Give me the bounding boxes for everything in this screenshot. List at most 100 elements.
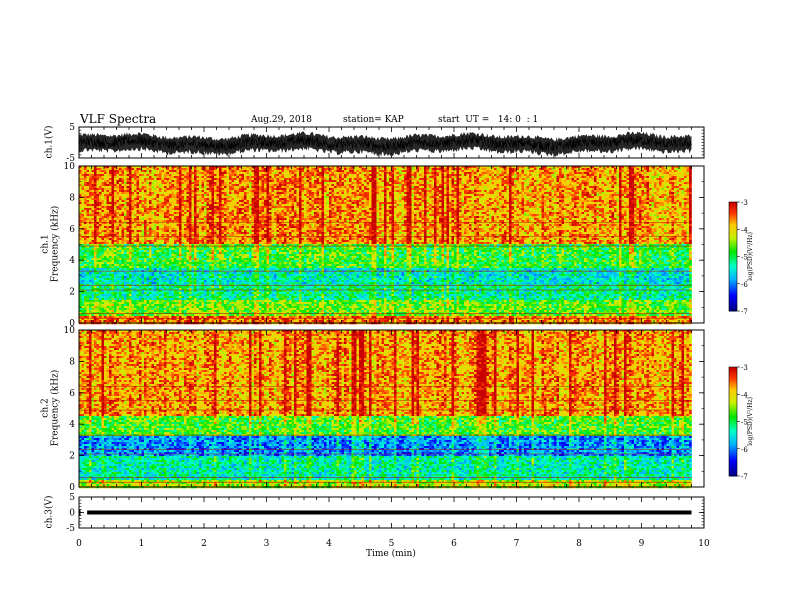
- ch1-spectrogram-cell: [244, 170, 247, 172]
- ch1-spectrogram-cell: [84, 174, 87, 176]
- ch1-spectrogram-cell: [207, 168, 210, 170]
- ch1-spectrogram-cell: [109, 170, 112, 172]
- ch1-spectrogram-cell: [104, 168, 107, 170]
- ch1-spectrogram-cell: [524, 168, 527, 170]
- ch1-spectrogram-cell: [272, 170, 275, 172]
- ch1-spectrogram-cell: [627, 170, 630, 172]
- ch1-spectrogram-cell: [192, 168, 195, 170]
- ch1-spectrogram-cell: [402, 170, 405, 172]
- ch1-spectrogram-cell: [267, 170, 270, 172]
- ch1-spectrogram-cell: [377, 172, 380, 174]
- ch1-spectrogram-cell: [122, 172, 125, 174]
- ch1-spectrogram-cell: [467, 168, 470, 170]
- ch1-spectrogram-cell: [414, 170, 417, 172]
- ch1-spectrogram-cell: [149, 172, 152, 174]
- ch1-spectrogram-cell: [144, 172, 147, 174]
- ch1-spectrogram-cell: [404, 172, 407, 174]
- ch1-spectrogram-cell: [667, 168, 670, 170]
- ch1-spectrogram-cell: [167, 168, 170, 170]
- ch1-spectrogram-cell: [189, 170, 192, 172]
- ch1-spectrogram-cell: [227, 172, 230, 174]
- ch1-spectrogram-cell: [317, 172, 320, 174]
- ch1-spectrogram-cell: [269, 170, 272, 172]
- ch1-spectrogram-cell: [87, 168, 90, 170]
- ch1-spectrogram-cell: [422, 172, 425, 174]
- ch1-spectrogram-cell: [462, 172, 465, 174]
- ch1-spectrogram-cell: [507, 172, 510, 174]
- ch1-spectrogram-cell: [322, 168, 325, 170]
- ch1-spectrogram-cell: [619, 168, 622, 170]
- ch1-spectrogram-cell: [637, 168, 640, 170]
- ch1-spectrogram-cell: [394, 168, 397, 170]
- ch1-spectrogram-cell: [284, 170, 287, 172]
- ch1-spectrogram-cell: [134, 168, 137, 170]
- ch1-spectrogram-cell: [579, 170, 582, 172]
- ch1-spectrogram-cell: [517, 170, 520, 172]
- ch1-spectrogram-cell: [282, 170, 285, 172]
- ch1-spectrogram-cell: [127, 170, 130, 172]
- ch1-spectrogram-cell: [412, 170, 415, 172]
- ch1-spectrogram-cell: [387, 170, 390, 172]
- ch1-spectrogram-cell: [607, 170, 610, 172]
- ch1-spectrogram-cell: [397, 172, 400, 174]
- ch1-spectrogram-cell: [454, 170, 457, 172]
- ch1-spectrogram-cell: [412, 168, 415, 170]
- ch1-spectrogram-cell: [294, 172, 297, 174]
- ch1-spectrogram-cell: [604, 172, 607, 174]
- ch1-spectrogram-cell: [494, 172, 497, 174]
- ch1-spectrogram-cell: [379, 170, 382, 172]
- ch1-spectrogram-cell: [367, 168, 370, 170]
- ch1-spectrogram-cell: [147, 168, 150, 170]
- ch1-spectrogram-cell: [259, 168, 262, 170]
- ch1-spectrogram-cell: [139, 172, 142, 174]
- ch1-spectrogram-cell: [539, 172, 542, 174]
- ch1-spectrogram-cell: [642, 168, 645, 170]
- ch1-spectrogram-cell: [277, 170, 280, 172]
- ch1-spectrogram-cell: [662, 172, 665, 174]
- ch1-spectrogram-cell: [144, 174, 147, 176]
- ch1-spectrogram-cell: [654, 168, 657, 170]
- ch1-spectrogram-cell: [604, 170, 607, 172]
- ch1-spectrogram-cell: [389, 172, 392, 174]
- ch1-spectrogram-cell: [427, 172, 430, 174]
- ch1-spectrogram-cell: [247, 172, 250, 174]
- ch1-spectrogram-cell: [397, 170, 400, 172]
- ch1-spectrogram-cell: [329, 170, 332, 172]
- ch1-spectrogram-cell: [614, 170, 617, 172]
- ch1-spectrogram-cell: [464, 170, 467, 172]
- ch1-spectrogram-cell: [432, 170, 435, 172]
- ch1-spectrogram-cell: [387, 168, 390, 170]
- ch1-spectrogram-cell: [307, 170, 310, 172]
- ch1-spectrogram-cell: [564, 172, 567, 174]
- ch1-spectrogram-cell: [134, 170, 137, 172]
- ch1-spectrogram-cell: [559, 170, 562, 172]
- ch1-spectrogram-cell: [107, 174, 110, 176]
- ch1-spectrogram-cell: [194, 172, 197, 174]
- ch1-spectrogram-cell: [262, 168, 265, 170]
- ch1-spectrogram-cell: [364, 170, 367, 172]
- ch1-spectrogram-cell: [334, 168, 337, 170]
- ch1-spectrogram-cell: [564, 170, 567, 172]
- ch1-spectrogram-cell: [82, 168, 85, 170]
- ch1-spectrogram-cell: [599, 172, 602, 174]
- ch1-spectrogram-cell: [409, 168, 412, 170]
- ch1-spectrogram-cell: [119, 170, 122, 172]
- ch1-spectrogram-cell: [419, 168, 422, 170]
- ch1-spectrogram-cell: [649, 172, 652, 174]
- ch1-spectrogram-cell: [232, 168, 235, 170]
- ch1-spectrogram-cell: [132, 174, 135, 176]
- ch1-spectrogram-cell: [107, 172, 110, 174]
- ch1-spectrogram-cell: [354, 168, 357, 170]
- ch1-spectrogram-cell: [424, 170, 427, 172]
- ch1-spectrogram-cell: [112, 170, 115, 172]
- ch1-spectrogram-cell: [229, 168, 232, 170]
- ch1-spectrogram-cell: [224, 170, 227, 172]
- ch1-spectrogram-cells: [79, 166, 692, 324]
- ch1-spectrogram-cell: [254, 168, 257, 170]
- ch1-spectrogram-cell: [217, 170, 220, 172]
- ch1-spectrogram-cell: [542, 172, 545, 174]
- ch1-spectrogram-cell: [447, 170, 450, 172]
- ch1-spectrogram-cell: [384, 168, 387, 170]
- ch1-spectrogram-cell: [457, 168, 460, 170]
- ch1-spectrogram-cell: [332, 168, 335, 170]
